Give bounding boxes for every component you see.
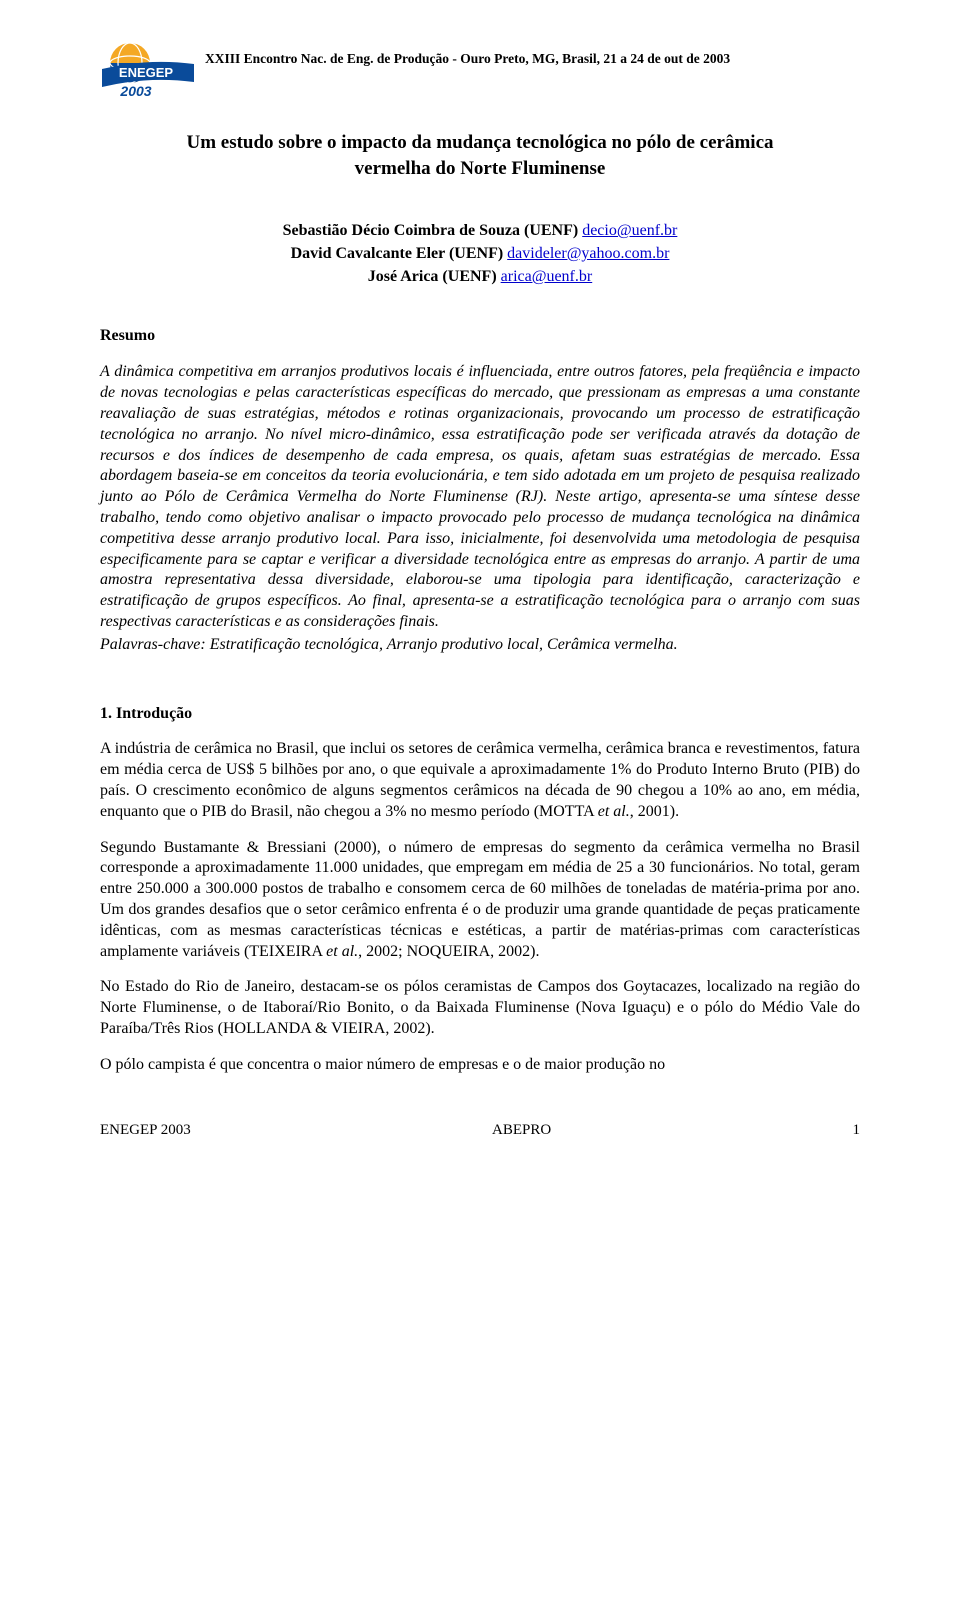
footer-right-page-number: 1 (852, 1121, 860, 1141)
author-2: David Cavalcante Eler (UENF) davideler@y… (100, 244, 860, 265)
author-3: José Arica (UENF) arica@uenf.br (100, 267, 860, 288)
footer-center: ABEPRO (492, 1121, 551, 1141)
footer-left: ENEGEP 2003 (100, 1121, 191, 1141)
para-italic: et al. (326, 943, 358, 960)
author-2-email[interactable]: davideler@yahoo.com.br (507, 245, 669, 262)
keywords: Palavras-chave: Estratificação tecnológi… (100, 635, 860, 656)
page-footer: ENEGEP 2003 ABEPRO 1 (100, 1121, 860, 1141)
page-header: ENEGEP 2003 XXIII Encontro Nac. de Eng. … (100, 40, 860, 100)
para-text: , 2002; NOQUEIRA, 2002). (358, 943, 539, 960)
author-1-email[interactable]: decio@uenf.br (582, 222, 677, 239)
resumo-heading: Resumo (100, 326, 860, 347)
author-1: Sebastião Décio Coimbra de Souza (UENF) … (100, 221, 860, 242)
para-italic: et al. (598, 803, 630, 820)
conference-logo: ENEGEP 2003 (100, 40, 195, 100)
section-1-para-3: No Estado do Rio de Janeiro, destacam-se… (100, 977, 860, 1039)
author-3-email[interactable]: arica@uenf.br (501, 268, 593, 285)
author-1-name: Sebastião Décio Coimbra de Souza (UENF) (283, 222, 583, 239)
svg-text:ENEGEP: ENEGEP (119, 65, 174, 80)
para-text: , 2001). (630, 803, 679, 820)
para-text: Segundo Bustamante & Bressiani (2000), o… (100, 839, 860, 960)
section-1-heading: 1. Introdução (100, 704, 860, 725)
section-1-para-2: Segundo Bustamante & Bressiani (2000), o… (100, 838, 860, 963)
para-text: A indústria de cerâmica no Brasil, que i… (100, 740, 860, 819)
section-1-para-4: O pólo campista é que concentra o maior … (100, 1055, 860, 1076)
svg-text:2003: 2003 (119, 83, 151, 99)
paper-title: Um estudo sobre o impacto da mudança tec… (160, 130, 800, 181)
author-2-name: David Cavalcante Eler (UENF) (291, 245, 508, 262)
section-1-para-1: A indústria de cerâmica no Brasil, que i… (100, 739, 860, 822)
author-3-name: José Arica (UENF) (368, 268, 501, 285)
conference-header-text: XXIII Encontro Nac. de Eng. de Produção … (205, 40, 730, 68)
authors-block: Sebastião Décio Coimbra de Souza (UENF) … (100, 221, 860, 287)
resumo-text: A dinâmica competitiva em arranjos produ… (100, 362, 860, 632)
